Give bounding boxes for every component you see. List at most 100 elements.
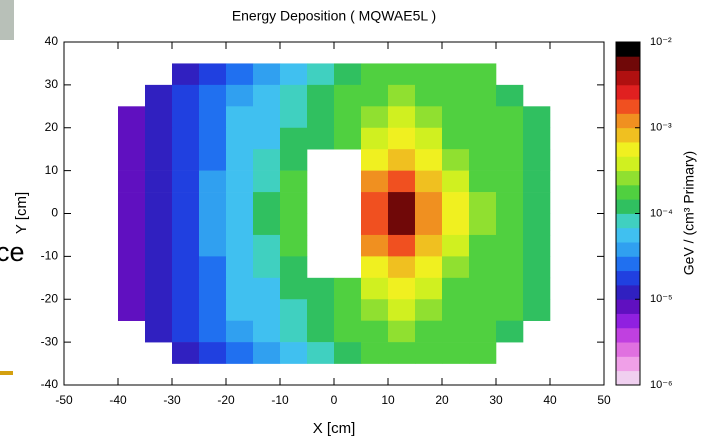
heatmap-cell <box>280 106 308 129</box>
heatmap-cell <box>199 106 227 129</box>
heatmap-cell <box>118 277 146 300</box>
colorbar-step <box>616 242 640 257</box>
heatmap-cell <box>199 149 227 171</box>
heatmap-cell <box>334 320 362 343</box>
heatmap-cell <box>469 342 497 364</box>
heatmap-cell <box>469 299 497 321</box>
heatmap-cell <box>361 170 389 193</box>
heatmap-cell <box>280 84 308 107</box>
heatmap-cell <box>496 320 524 343</box>
heatmap-cell <box>388 170 416 193</box>
heatmap-cell <box>388 106 416 129</box>
heatmap-cell <box>469 320 497 343</box>
heatmap-cell <box>388 63 416 86</box>
heatmap-cell <box>253 213 281 236</box>
heatmap-cell <box>415 320 443 343</box>
x-tick-label: 30 <box>489 393 503 407</box>
colorbar-step <box>616 56 640 71</box>
colorbar-step <box>616 270 640 286</box>
x-tick-label: 20 <box>435 393 449 407</box>
heatmap-cell <box>280 342 308 364</box>
heatmap-cell <box>280 170 308 193</box>
heatmap-cell <box>415 342 443 364</box>
heatmap-cell <box>415 170 443 193</box>
heatmap-cell <box>172 127 200 150</box>
heatmap-cell <box>253 192 281 214</box>
heatmap-cell <box>199 170 227 193</box>
colorbar-step <box>616 99 640 114</box>
heatmap-cell <box>172 192 200 214</box>
heatmap-cell <box>388 256 416 279</box>
colorbar-tick-label: 10⁻⁵ <box>650 293 673 305</box>
heatmap-cell <box>388 234 416 257</box>
heatmap-cell <box>442 320 470 343</box>
heatmap-cell <box>145 84 173 107</box>
heatmap-cell <box>280 127 308 150</box>
y-tick-label: 30 <box>45 77 59 91</box>
heatmap-cell <box>415 63 443 86</box>
heatmap-cell <box>334 106 362 129</box>
heatmap-cell <box>361 277 389 300</box>
heatmap-cell <box>388 127 416 150</box>
heatmap-cell <box>334 342 362 364</box>
heatmap-cell <box>388 342 416 364</box>
heatmap-cell <box>496 127 524 150</box>
heatmap-cell <box>253 127 281 150</box>
heatmap-cell <box>172 149 200 171</box>
heatmap-cell <box>280 299 308 321</box>
heatmap-cell <box>442 213 470 236</box>
heatmap-cell <box>280 213 308 236</box>
heatmap-cell <box>118 149 146 171</box>
heatmap-cell <box>145 277 173 300</box>
x-tick-label: 10 <box>381 393 395 407</box>
slide-accent-bar <box>0 371 13 375</box>
heatmap-cell <box>145 234 173 257</box>
heatmap-cell <box>361 342 389 364</box>
colorbar-step <box>616 370 640 386</box>
heatmap-cell <box>199 320 227 343</box>
colorbar-step <box>616 327 640 343</box>
heatmap-cell <box>307 106 335 129</box>
heatmap-cell <box>280 149 308 171</box>
heatmap-cell <box>415 299 443 321</box>
heatmap-cell <box>145 106 173 129</box>
heatmap-cell <box>496 84 524 107</box>
heatmap-cell <box>145 256 173 279</box>
y-tick-label: -40 <box>41 377 59 391</box>
heatmap-cell <box>226 149 254 171</box>
heatmap-cell <box>469 127 497 150</box>
heatmap-cell <box>523 149 551 171</box>
heatmap-cell <box>523 234 551 257</box>
heatmap-cell <box>172 170 200 193</box>
heatmap-cell <box>253 63 281 86</box>
y-axis-label: Y [cm] <box>13 192 30 234</box>
heatmap-cell <box>469 213 497 236</box>
heatmap-cell <box>523 127 551 150</box>
heatmap-cell <box>415 234 443 257</box>
heatmap-cell <box>199 277 227 300</box>
heatmap-cell <box>415 256 443 279</box>
colorbar-step <box>616 284 640 300</box>
heatmap-cell <box>199 127 227 150</box>
y-tick-label: 0 <box>51 206 58 220</box>
heatmap-cell <box>253 170 281 193</box>
heatmap-cell <box>361 256 389 279</box>
heatmap-cell <box>496 234 524 257</box>
heatmap-cell <box>226 320 254 343</box>
heatmap-cell <box>496 149 524 171</box>
heatmap-cell <box>118 127 146 150</box>
colorbar-label: GeV / (cm³ Primary) <box>681 151 697 275</box>
heatmap-cell <box>307 342 335 364</box>
colorbar-step <box>616 84 640 100</box>
colorbar-step <box>616 70 640 86</box>
heatmap-cell <box>415 84 443 107</box>
heatmap-cell <box>118 170 146 193</box>
heatmap-cell <box>307 277 335 300</box>
heatmap-cell <box>469 192 497 214</box>
heatmap-cell <box>118 299 146 321</box>
heatmap-cell <box>172 213 200 236</box>
heatmap-cell <box>523 299 551 321</box>
heatmap-cell <box>199 192 227 214</box>
